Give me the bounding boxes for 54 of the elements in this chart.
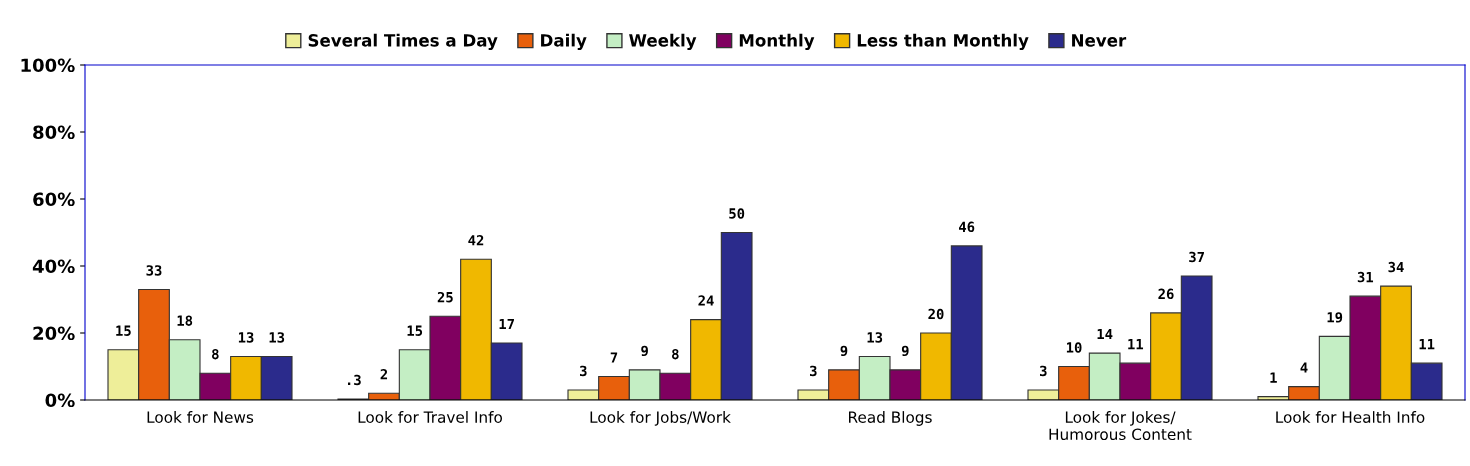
data-label: 19: [1327, 312, 1343, 323]
data-label: 20: [928, 308, 944, 320]
x-tick-label: Look for Travel Info: [358, 411, 503, 423]
legend-label: Several Times a Day: [308, 33, 498, 50]
data-label: 26: [1158, 288, 1174, 300]
data-label: 13: [238, 332, 254, 343]
data-label: 3: [1040, 365, 1047, 377]
data-label: 9: [901, 345, 909, 357]
data-label: 17: [499, 318, 514, 330]
x-tick-label: Look for News: [147, 411, 254, 423]
data-label: .3: [348, 374, 361, 386]
data-label: 3: [580, 365, 587, 377]
data-label: 7: [610, 352, 618, 363]
data-label: 50: [729, 208, 745, 219]
legend-label: Monthly: [739, 33, 815, 50]
data-label: 3: [810, 365, 817, 377]
x-tick-label: Look for Jokes/ Humorous Content: [1049, 411, 1192, 441]
data-label: 18: [177, 315, 193, 326]
data-label: 11: [1128, 339, 1144, 350]
data-label: 37: [1189, 251, 1204, 263]
y-tick-label: 60%: [33, 192, 75, 207]
data-label: 11: [1419, 339, 1435, 350]
data-label: 15: [116, 325, 131, 336]
legend-label: Daily: [541, 33, 587, 50]
data-label: 13: [269, 332, 285, 343]
data-label: 9: [840, 345, 848, 357]
y-tick-label: 20%: [33, 326, 75, 341]
data-label: 8: [672, 348, 679, 360]
data-label: 42: [468, 234, 484, 246]
data-label: 34: [1388, 261, 1404, 273]
x-tick-label: Look for Jobs/Work: [590, 411, 731, 426]
data-label: 25: [437, 291, 453, 303]
data-label: 31: [1357, 271, 1374, 283]
x-tick-label: Read Blogs: [849, 411, 932, 426]
data-label: 46: [959, 221, 975, 233]
data-label: 2: [380, 368, 388, 380]
data-label: 24: [698, 295, 714, 306]
data-label: 8: [212, 348, 219, 360]
legend-label: Weekly: [629, 33, 697, 50]
data-label: 33: [146, 265, 162, 276]
y-tick-label: 0%: [45, 393, 75, 408]
data-label: 14: [1097, 328, 1113, 340]
y-tick-label: 100%: [21, 58, 75, 73]
y-tick-label: 80%: [33, 125, 75, 140]
data-label: 15: [407, 325, 423, 336]
data-label: 4: [1300, 362, 1308, 373]
y-tick-label: 40%: [32, 259, 75, 274]
data-label: 9: [641, 345, 648, 357]
x-tick-label: Look for Health Info: [1276, 411, 1425, 423]
legend-label: Less than Monthly: [857, 33, 1029, 50]
data-label: 10: [1066, 342, 1082, 353]
legend-label: Never: [1072, 34, 1127, 47]
data-label: 13: [867, 332, 883, 343]
data-label: 1: [1270, 372, 1277, 383]
